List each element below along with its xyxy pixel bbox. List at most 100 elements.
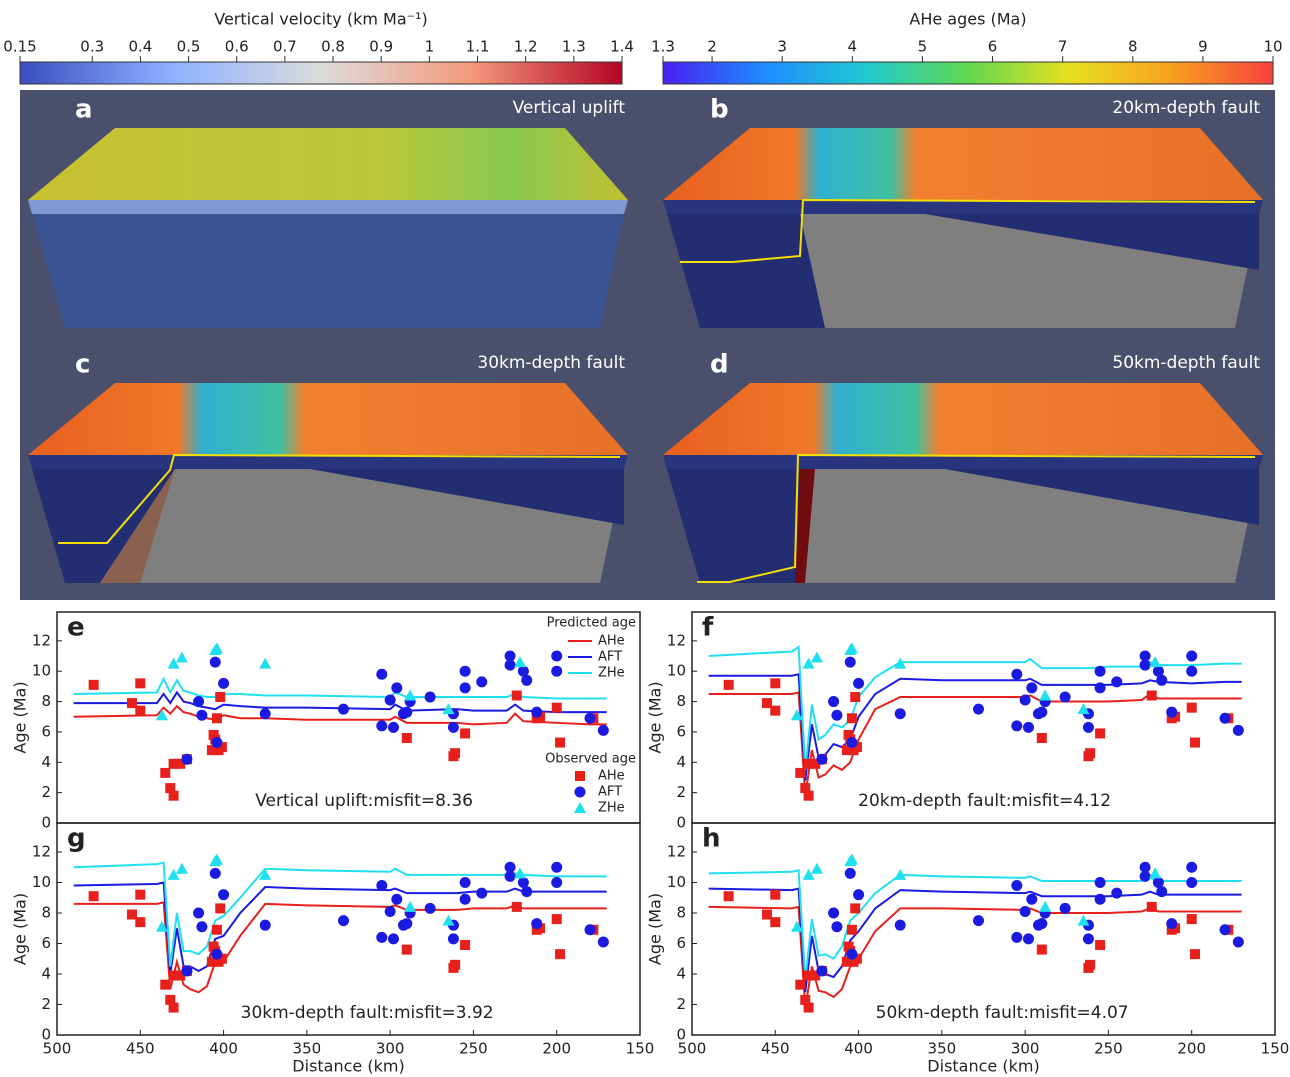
observed-point (1036, 918, 1047, 929)
observed-point (551, 666, 562, 677)
y-tick-label: 8 (676, 903, 686, 921)
observed-point (831, 921, 842, 932)
legend-title: Observed age (545, 752, 636, 767)
observed-point (895, 708, 906, 719)
observed-point (512, 690, 522, 700)
observed-point (338, 704, 349, 715)
observed-point (402, 945, 412, 955)
colorbar-tick-label: 0.3 (80, 38, 104, 56)
y-tick-label: 0 (676, 814, 686, 832)
observed-point (401, 918, 412, 929)
observed-point (973, 915, 984, 926)
observed-point (1037, 733, 1047, 743)
panel-letter: e (67, 613, 85, 643)
observed-point (1111, 888, 1122, 899)
x-tick-label: 150 (1261, 1040, 1290, 1058)
panel-letter: f (702, 613, 714, 643)
panel-title: 30km-depth fault (477, 353, 625, 373)
legend-label: AFT (598, 785, 622, 800)
y-tick-label: 8 (676, 692, 686, 710)
observed-point (770, 917, 780, 927)
observed-point (460, 666, 471, 677)
x-tick-label: 250 (459, 1040, 488, 1058)
observed-point (598, 936, 609, 947)
panel-title: 50km-depth fault (1112, 353, 1260, 373)
observed-point (460, 682, 471, 693)
observed-point (211, 737, 222, 748)
y-axis-label: Age (Ma) (646, 681, 665, 753)
observed-point (1095, 940, 1105, 950)
misfit-annotation: 20km-depth fault:misfit=4.12 (858, 791, 1111, 811)
legend-swatch (574, 802, 586, 813)
colorbar-tick-label: 7 (1058, 38, 1068, 56)
colorbar-tick-label: 3 (777, 38, 787, 56)
observed-point (376, 669, 387, 680)
legend-title: Predicted age (547, 616, 636, 631)
observed-point (1111, 676, 1122, 687)
observed-point (211, 642, 223, 653)
observed-point (391, 894, 402, 905)
misfit-annotation: 30km-depth fault:misfit=3.92 (241, 1003, 494, 1023)
observed-point (376, 720, 387, 731)
observed-point (160, 980, 170, 990)
model-c (28, 383, 628, 583)
model-a (28, 128, 628, 328)
observed-point (804, 1003, 814, 1013)
observed-point (770, 890, 780, 900)
observed-point (176, 652, 188, 663)
observed-point (1085, 960, 1095, 970)
x-tick-label: 300 (1011, 1040, 1040, 1058)
y-axis-label: Age (Ma) (646, 893, 665, 965)
observed-point (846, 642, 858, 653)
y-tick-label: 10 (667, 873, 686, 891)
observed-point (770, 678, 780, 688)
y-tick-label: 6 (41, 722, 51, 740)
observed-point (218, 678, 229, 689)
observed-point (193, 907, 204, 918)
observed-point (460, 877, 471, 888)
observed-point (210, 657, 221, 668)
observed-point (831, 710, 842, 721)
observed-point (811, 652, 823, 663)
x-tick-label: 400 (209, 1040, 238, 1058)
observed-point (450, 748, 460, 758)
observed-point (505, 651, 516, 662)
observed-point (850, 692, 860, 702)
x-tick-label: 300 (376, 1040, 405, 1058)
legend-label: AHe (598, 769, 625, 784)
legend-label: ZHe (598, 666, 625, 681)
colorbar-tick-label: 8 (1128, 38, 1138, 56)
observed-point (160, 768, 170, 778)
x-tick-label: 200 (1177, 1040, 1206, 1058)
observed-point (1156, 675, 1167, 686)
misfit-annotation: 50km-depth fault:misfit=4.07 (876, 1003, 1129, 1023)
y-tick-label: 8 (41, 692, 51, 710)
observed-point (425, 692, 436, 703)
observed-point (1011, 669, 1022, 680)
figure: Vertical velocity (km Ma⁻¹)0.150.30.40.5… (0, 0, 1290, 1077)
colorbar (20, 62, 622, 84)
x-tick-label: 450 (761, 1040, 790, 1058)
observed-point (512, 902, 522, 912)
y-axis-label: Age (Ma) (11, 681, 30, 753)
observed-point (89, 891, 99, 901)
panel-letter: c (75, 350, 90, 380)
observed-point (1149, 867, 1161, 878)
observed-point (853, 678, 864, 689)
observed-point (1186, 877, 1197, 888)
observed-point (448, 933, 459, 944)
colorbar-tick-label: 4 (848, 38, 858, 56)
observed-point (1187, 703, 1197, 713)
x-tick-label: 350 (293, 1040, 322, 1058)
observed-point (795, 980, 805, 990)
observed-point (1095, 682, 1106, 693)
observed-point (135, 917, 145, 927)
observed-point (845, 657, 856, 668)
panel-title: 20km-depth fault (1112, 98, 1260, 118)
colorbar-title: AHe ages (Ma) (909, 10, 1026, 29)
observed-point (460, 940, 470, 950)
x-tick-label: 400 (844, 1040, 873, 1058)
observed-point (521, 886, 532, 897)
panel-letter: h (702, 824, 721, 854)
y-axis-label: Age (Ma) (11, 893, 30, 965)
